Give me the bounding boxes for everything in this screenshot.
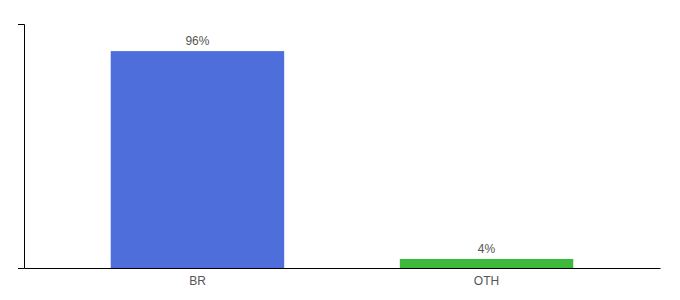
chart-container: BR OTH 96% 4%	[0, 0, 680, 300]
x-tick-label: OTH	[474, 274, 499, 288]
y-axis-line	[18, 25, 25, 269]
bars	[111, 51, 574, 268]
x-tick: BR	[189, 274, 206, 288]
data-label: 4%	[478, 242, 496, 256]
x-axis: BR OTH	[25, 269, 661, 288]
plot-area: BR OTH 96% 4%	[18, 25, 661, 288]
bar	[111, 51, 284, 268]
y-axis	[18, 25, 25, 269]
x-tick: OTH	[474, 274, 499, 288]
data-labels: 96% 4%	[185, 34, 495, 256]
data-label: 96%	[185, 34, 209, 48]
bar	[400, 259, 573, 268]
x-tick-label: BR	[189, 274, 206, 288]
chart-svg: BR OTH 96% 4%	[0, 0, 680, 300]
x-axis-line	[25, 268, 661, 269]
